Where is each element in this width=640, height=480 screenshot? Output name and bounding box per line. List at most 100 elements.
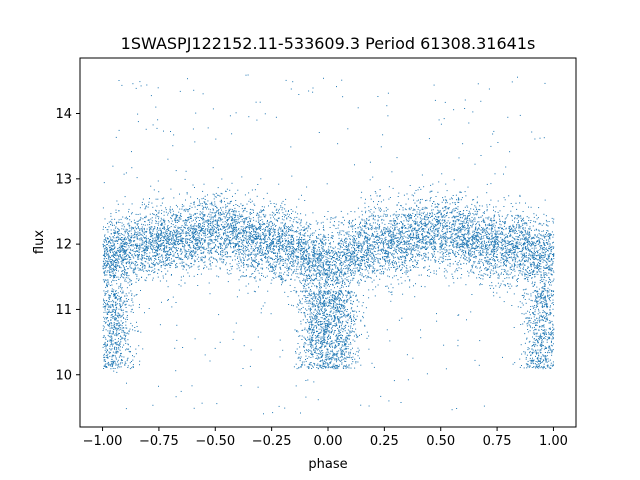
data-point xyxy=(549,268,551,270)
data-point xyxy=(318,254,320,256)
data-point xyxy=(118,237,120,239)
data-point xyxy=(532,236,534,238)
data-point xyxy=(345,247,347,248)
data-point xyxy=(421,233,423,235)
data-point xyxy=(458,219,460,221)
data-point xyxy=(401,250,402,252)
data-point xyxy=(506,277,508,279)
data-point xyxy=(398,231,400,233)
data-point xyxy=(531,247,533,249)
data-point xyxy=(481,243,483,245)
data-point xyxy=(118,233,120,234)
data-point xyxy=(538,233,540,235)
data-point xyxy=(495,241,497,243)
data-point xyxy=(319,271,321,273)
data-point xyxy=(220,253,221,255)
data-point xyxy=(327,272,329,274)
data-point xyxy=(132,249,134,251)
data-point xyxy=(398,250,400,252)
data-point xyxy=(256,241,258,243)
data-point xyxy=(369,211,371,213)
data-point xyxy=(531,283,533,285)
data-point xyxy=(106,254,108,256)
data-point xyxy=(532,244,534,246)
data-point xyxy=(418,213,420,215)
data-point xyxy=(468,210,470,212)
data-point xyxy=(494,233,496,235)
data-point xyxy=(518,260,520,262)
data-point xyxy=(409,236,411,238)
data-point xyxy=(207,252,209,254)
data-point xyxy=(168,233,170,235)
data-point xyxy=(359,222,361,224)
data-point xyxy=(480,255,482,256)
data-point xyxy=(299,250,301,252)
data-point xyxy=(542,297,544,299)
data-point xyxy=(181,225,183,227)
data-point xyxy=(244,194,246,196)
data-point xyxy=(363,256,365,258)
data-point xyxy=(530,266,532,268)
data-point xyxy=(251,224,253,226)
data-point xyxy=(452,209,454,211)
data-point xyxy=(201,234,202,236)
data-point xyxy=(249,198,251,200)
data-point xyxy=(526,271,528,273)
data-point xyxy=(320,264,322,266)
data-point xyxy=(166,229,168,231)
data-point xyxy=(305,271,307,273)
data-point xyxy=(201,219,203,221)
data-point xyxy=(317,262,319,264)
data-point xyxy=(486,210,488,212)
data-point xyxy=(541,255,543,256)
data-point xyxy=(295,270,297,272)
data-point xyxy=(223,248,225,250)
data-point xyxy=(303,261,305,263)
data-point xyxy=(387,214,388,216)
data-point xyxy=(437,223,439,225)
data-point xyxy=(231,232,233,234)
data-point xyxy=(503,270,505,272)
data-point xyxy=(290,230,292,231)
data-point xyxy=(543,267,545,269)
data-point xyxy=(275,246,277,248)
data-point xyxy=(160,265,162,267)
data-point xyxy=(103,263,105,265)
data-point xyxy=(504,248,506,250)
data-point xyxy=(386,250,388,252)
data-point xyxy=(530,238,532,240)
data-point xyxy=(349,255,351,257)
data-point xyxy=(377,246,379,248)
data-point xyxy=(106,285,107,287)
data-point xyxy=(115,274,116,276)
data-point xyxy=(344,273,346,275)
data-point xyxy=(352,237,354,239)
data-point xyxy=(154,247,156,249)
data-point xyxy=(527,232,529,234)
data-point xyxy=(435,235,437,237)
data-point xyxy=(510,210,512,212)
data-point xyxy=(452,244,454,245)
data-point xyxy=(414,260,416,262)
data-point xyxy=(252,248,254,250)
data-point xyxy=(545,272,547,274)
data-point xyxy=(471,266,473,267)
data-point xyxy=(505,227,507,229)
data-point xyxy=(286,265,288,267)
data-point xyxy=(495,206,497,208)
data-point xyxy=(248,200,250,202)
data-point xyxy=(243,207,245,209)
data-point xyxy=(308,253,310,255)
data-point xyxy=(225,256,227,258)
data-point xyxy=(521,259,523,261)
data-point xyxy=(387,260,389,261)
data-point xyxy=(210,250,212,252)
data-point xyxy=(220,213,222,215)
data-point xyxy=(379,195,381,197)
data-point xyxy=(440,245,442,247)
data-point xyxy=(514,246,516,248)
data-point xyxy=(416,213,418,215)
data-point xyxy=(105,286,107,288)
data-point xyxy=(248,192,250,194)
data-point xyxy=(383,258,385,260)
